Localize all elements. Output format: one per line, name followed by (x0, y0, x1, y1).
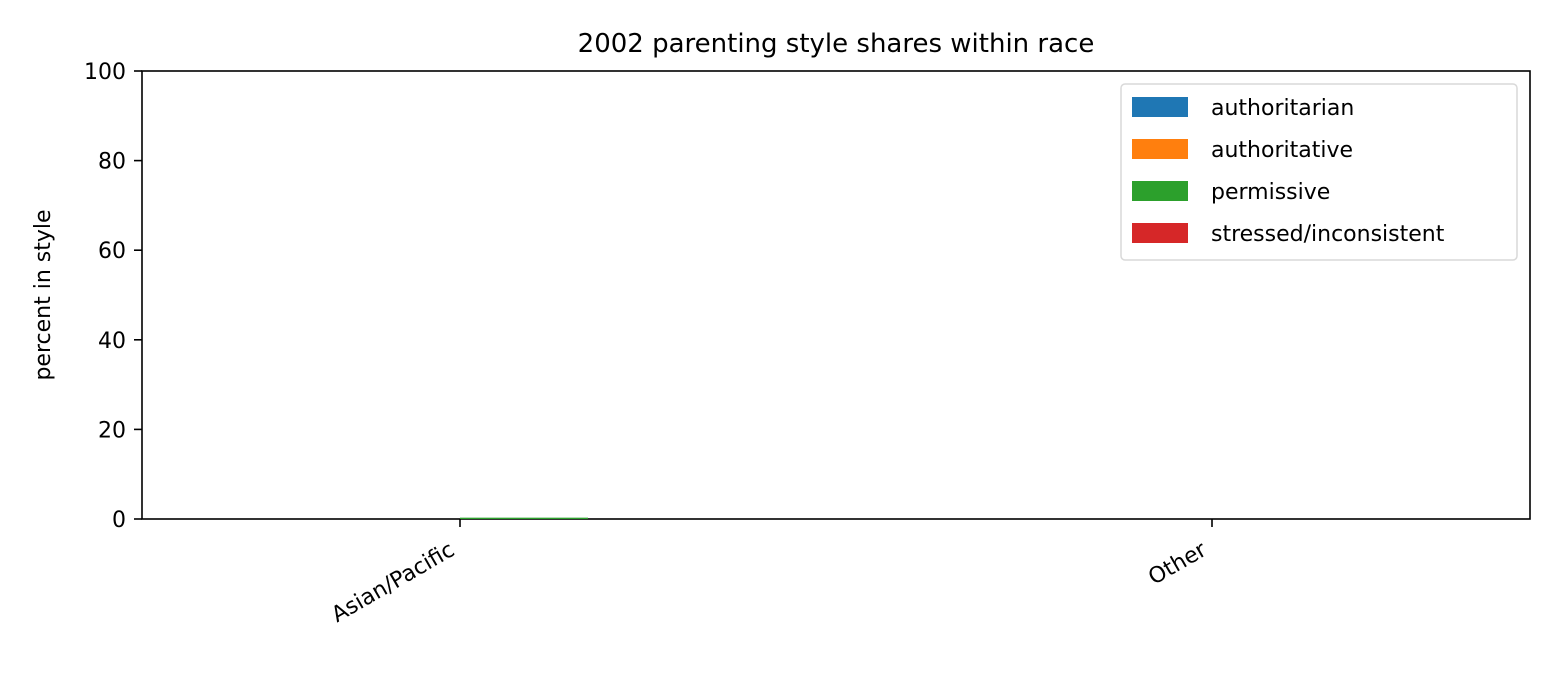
x-tick-label-asian-pacific: Asian/Pacific (328, 538, 459, 628)
x-tick-label-other: Other (1144, 537, 1211, 590)
legend-label-authoritarian: authoritarian (1211, 96, 1354, 121)
legend-swatch-authoritarian (1132, 97, 1188, 117)
y-tick-label-0: 0 (112, 508, 126, 533)
legend-label-stressed-inconsistent: stressed/inconsistent (1211, 222, 1445, 247)
y-tick-label-80: 80 (98, 150, 126, 175)
chart-title: 2002 parenting style shares within race (578, 29, 1095, 59)
legend-swatch-stressed-inconsistent (1132, 223, 1188, 243)
y-axis-label: percent in style (31, 209, 56, 380)
y-tick-label-40: 40 (98, 329, 126, 354)
legend: authoritarian authoritative permissive stre… (1120, 83, 1518, 261)
legend-swatch-permissive (1132, 181, 1188, 201)
legend-swatch-authoritative (1132, 139, 1188, 159)
y-tick-label-100: 100 (84, 60, 126, 85)
bars-layer (460, 517, 588, 519)
legend-label-permissive: permissive (1211, 180, 1330, 205)
bar-permissive-asian-pacific (460, 517, 588, 519)
y-tick-label-60: 60 (98, 239, 126, 264)
y-tick-label-20: 20 (98, 418, 126, 443)
legend-label-authoritative: authoritative (1211, 138, 1353, 163)
legend-box (1120, 83, 1518, 261)
